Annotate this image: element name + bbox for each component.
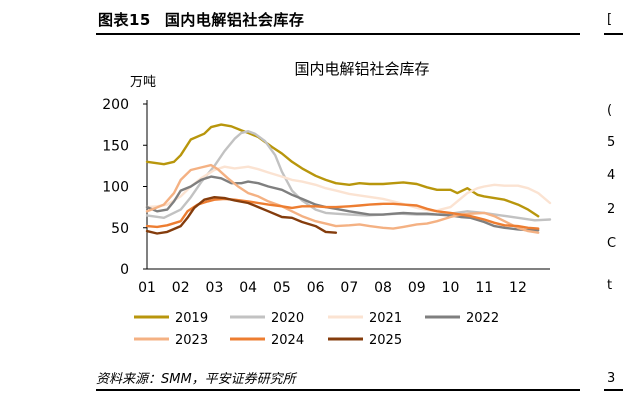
legend-label-2023: 2023 — [175, 333, 208, 348]
y-tick-label: 50 — [111, 221, 129, 237]
figure-header: 图表15 国内电解铝社会库存 — [96, 0, 580, 34]
chart-title: 国内电解铝社会库存 — [294, 60, 429, 78]
series-line-2024 — [145, 197, 540, 230]
legend-label-2022: 2022 — [466, 311, 499, 326]
top-rule — [96, 33, 580, 35]
legend-label-2021: 2021 — [369, 311, 402, 326]
x-tick-label: 04 — [239, 280, 257, 296]
x-tick-label: 01 — [138, 280, 156, 296]
figure-label: 图表15 — [98, 11, 151, 29]
y-tick-label: 200 — [102, 97, 129, 113]
legend-label-2025: 2025 — [369, 333, 402, 348]
x-tick-label: 09 — [408, 280, 426, 296]
figure-title-text: 国内电解铝社会库存 — [164, 11, 305, 29]
y-tick-label: 0 — [120, 262, 129, 278]
x-tick-label: 03 — [206, 280, 224, 296]
series-line-2020 — [145, 130, 552, 222]
x-tick-label: 12 — [509, 280, 527, 296]
adjacent-panel-glyph-5: t — [607, 278, 613, 293]
x-tick-label: 02 — [172, 280, 190, 296]
x-tick-label: 08 — [374, 280, 392, 296]
x-tick-label: 06 — [307, 280, 325, 296]
series-line-2021 — [145, 165, 552, 213]
legend-label-2020: 2020 — [271, 311, 304, 326]
x-tick-label: 11 — [475, 280, 493, 296]
x-tick-label: 05 — [273, 280, 291, 296]
adjacent-panel-glyph-4: C — [607, 236, 617, 251]
series-line-2023 — [145, 163, 540, 234]
adjacent-panel-top-rule — [604, 33, 623, 35]
source-note: 资料来源：SMM，平安证券研究所 — [96, 372, 296, 387]
y-tick-label: 100 — [102, 180, 129, 196]
adjacent-panel-glyph-top: [ — [607, 12, 613, 27]
series-line-2019 — [145, 123, 540, 218]
legend-label-2024: 2024 — [271, 333, 304, 348]
figure-title: 图表15 国内电解铝社会库存 — [98, 9, 304, 30]
adjacent-panel-glyph-0: ( — [607, 103, 613, 118]
adjacent-panel-glyph-bottom: 3 — [607, 371, 616, 386]
adjacent-panel-glyph-3: 2 — [607, 202, 616, 217]
y-axis-label: 万吨 — [130, 75, 156, 90]
legend-label-2019: 2019 — [175, 311, 208, 326]
adjacent-panel-glyph-1: 5 — [607, 135, 616, 150]
x-tick-label: 07 — [340, 280, 358, 296]
adjacent-panel-glyph-2: 4 — [607, 168, 616, 183]
adjacent-panel-bottom-rule — [604, 389, 623, 391]
bottom-rule — [96, 389, 580, 391]
series-line-2025 — [145, 196, 338, 235]
y-tick-label: 150 — [102, 138, 129, 154]
x-tick-label: 10 — [442, 280, 460, 296]
